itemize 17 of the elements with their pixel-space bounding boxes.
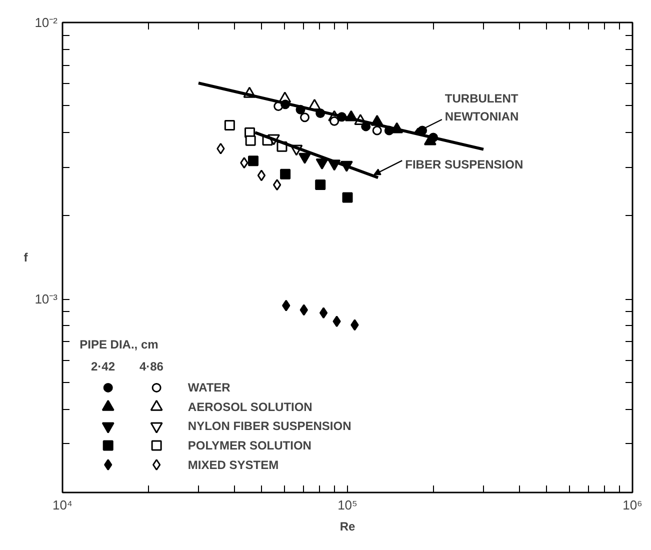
annotation: 2·42 [91, 360, 116, 374]
x-tick-label: 10⁵ [338, 498, 358, 512]
legend-label: POLYMER SOLUTION [188, 438, 312, 452]
legend-label: WATER [188, 380, 231, 395]
annotation: 4·86 [139, 360, 164, 374]
legend-label: MIXED SYSTEM [188, 458, 279, 472]
y-axis-title: f [24, 250, 29, 264]
annotation: FIBER SUSPENSION [405, 158, 524, 172]
y-tick-label: 10⁻² [34, 15, 58, 30]
annotation: TURBULENT NEWTONIAN [444, 91, 519, 124]
legend-title: PIPE DIA., cm [80, 337, 158, 352]
y-tick-label: 10⁻³ [34, 292, 58, 307]
x-axis-title: Re [340, 520, 356, 534]
legend-label: NYLON FIBER SUSPENSION [188, 419, 352, 434]
x-tick-label: 10⁶ [622, 498, 642, 512]
legend-label: AEROSOL SOLUTION [188, 400, 312, 414]
x-tick-label: 10⁴ [52, 498, 73, 512]
